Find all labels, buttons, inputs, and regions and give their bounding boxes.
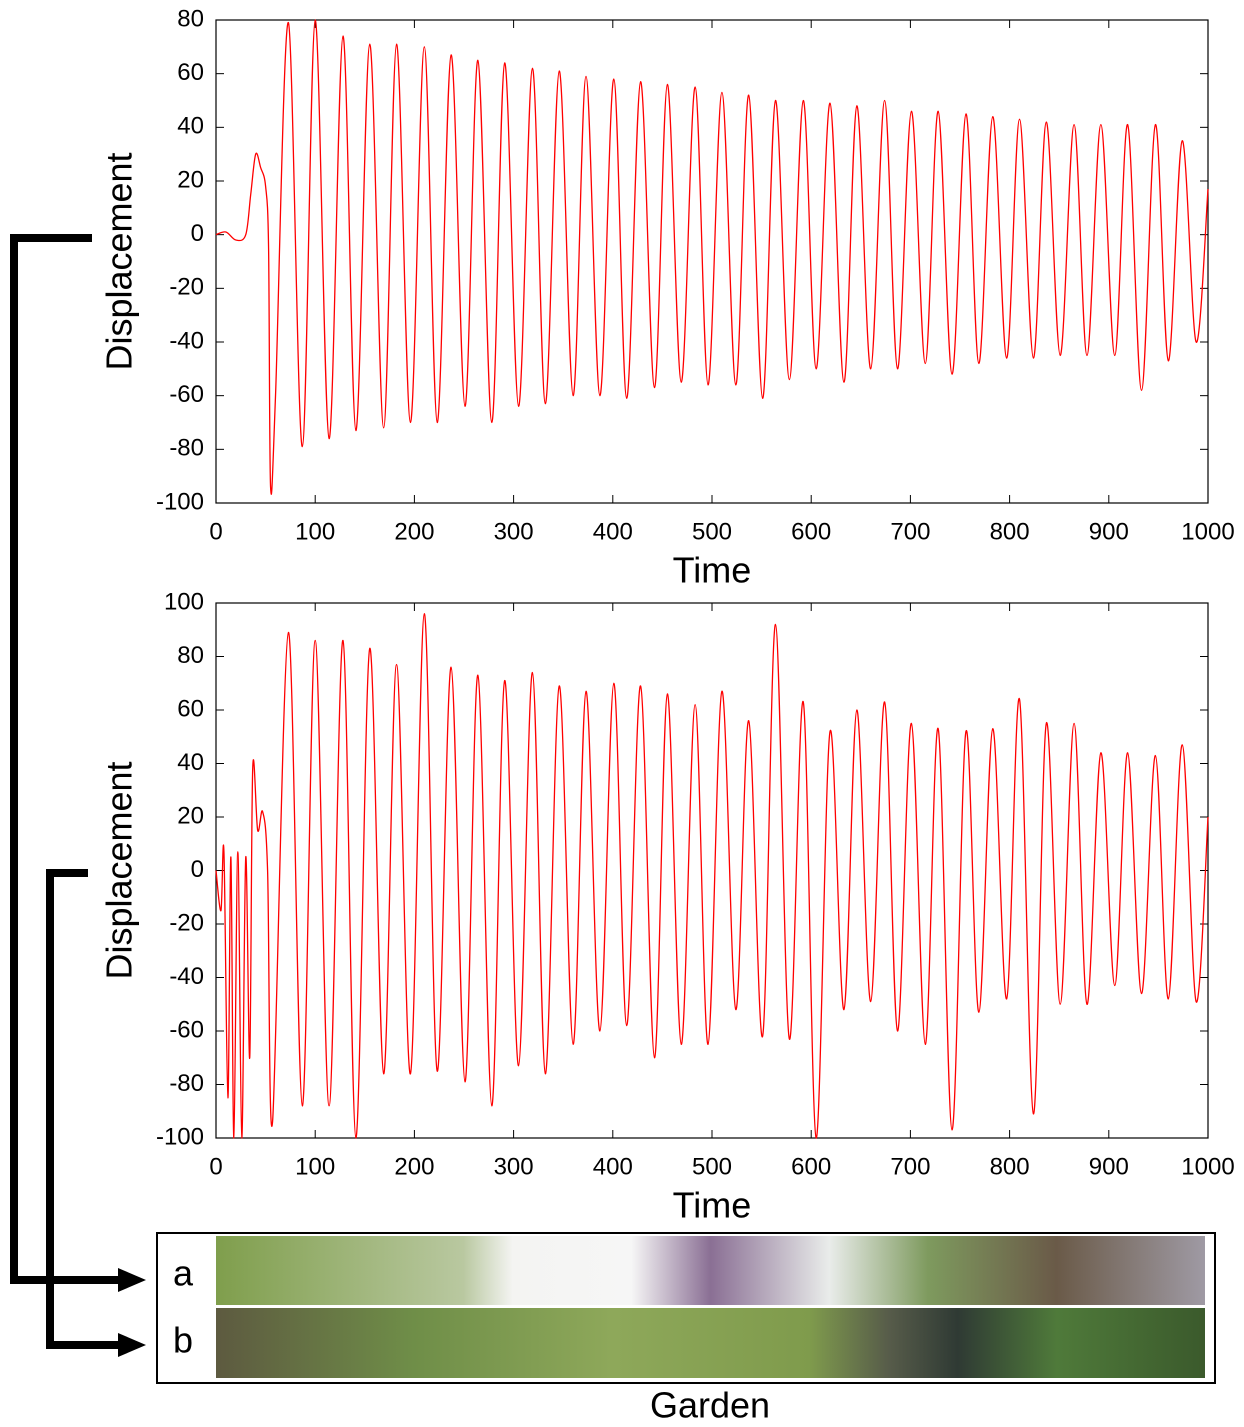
x-tick-label: 1000 bbox=[1181, 1153, 1234, 1180]
y-tick-label: 100 bbox=[164, 588, 204, 615]
y-tick-label: -60 bbox=[169, 381, 204, 408]
x-tick-label: 600 bbox=[791, 518, 831, 545]
panel-title: Garden bbox=[650, 1385, 770, 1426]
y-tick-label: -40 bbox=[169, 963, 204, 990]
x-tick-label: 0 bbox=[209, 1153, 222, 1180]
x-tick-label: 900 bbox=[1089, 518, 1129, 545]
connector bbox=[10, 234, 120, 1284]
x-tick-label: 500 bbox=[692, 1153, 732, 1180]
y-tick-label: -20 bbox=[169, 274, 204, 301]
x-tick-label: 600 bbox=[791, 1153, 831, 1180]
strip-label: b bbox=[173, 1320, 193, 1361]
x-tick-label: 0 bbox=[209, 518, 222, 545]
x-tick-label: 800 bbox=[990, 518, 1030, 545]
photo-strip-b bbox=[216, 1308, 1205, 1378]
y-tick-label: -100 bbox=[156, 1123, 204, 1150]
y-tick-label: 60 bbox=[177, 695, 204, 722]
arrow-head bbox=[118, 1333, 146, 1357]
x-axis-title: Time bbox=[673, 550, 752, 591]
x-tick-label: 1000 bbox=[1181, 518, 1234, 545]
photo-strip-a bbox=[216, 1236, 1205, 1305]
x-tick-label: 100 bbox=[295, 1153, 335, 1180]
y-tick-label: 60 bbox=[177, 59, 204, 86]
x-tick-label: 700 bbox=[890, 518, 930, 545]
y-tick-label: 40 bbox=[177, 749, 204, 776]
y-tick-label: 40 bbox=[177, 113, 204, 140]
x-tick-label: 900 bbox=[1089, 1153, 1129, 1180]
y-tick-label: -20 bbox=[169, 909, 204, 936]
x-tick-label: 800 bbox=[990, 1153, 1030, 1180]
y-tick-label: 0 bbox=[191, 856, 204, 883]
x-tick-label: 400 bbox=[593, 518, 633, 545]
y-tick-label: 20 bbox=[177, 802, 204, 829]
y-tick-label: 80 bbox=[177, 642, 204, 669]
y-axis-title: Displacement bbox=[99, 761, 140, 979]
y-tick-label: -80 bbox=[169, 435, 204, 462]
data-line bbox=[215, 613, 1209, 1139]
plot-frame bbox=[215, 602, 1209, 1139]
y-tick-label: 20 bbox=[177, 166, 204, 193]
y-tick-label: -80 bbox=[169, 1070, 204, 1097]
x-tick-label: 300 bbox=[494, 1153, 534, 1180]
data-line bbox=[215, 19, 1209, 495]
x-tick-label: 300 bbox=[494, 518, 534, 545]
x-tick-label: 200 bbox=[394, 518, 434, 545]
y-axis-title: Displacement bbox=[99, 152, 140, 370]
y-tick-label: 80 bbox=[177, 5, 204, 32]
x-axis-title: Time bbox=[673, 1185, 752, 1226]
x-tick-label: 200 bbox=[394, 1153, 434, 1180]
x-tick-label: 700 bbox=[890, 1153, 930, 1180]
connector bbox=[46, 869, 120, 1349]
arrow-head bbox=[118, 1268, 146, 1292]
plot-frame bbox=[215, 19, 1209, 504]
strip-label: a bbox=[173, 1253, 194, 1294]
x-tick-label: 400 bbox=[593, 1153, 633, 1180]
x-tick-label: 500 bbox=[692, 518, 732, 545]
y-tick-label: -60 bbox=[169, 1016, 204, 1043]
x-tick-label: 100 bbox=[295, 518, 335, 545]
y-tick-label: -40 bbox=[169, 327, 204, 354]
y-tick-label: -100 bbox=[156, 488, 204, 515]
y-tick-label: 0 bbox=[191, 220, 204, 247]
